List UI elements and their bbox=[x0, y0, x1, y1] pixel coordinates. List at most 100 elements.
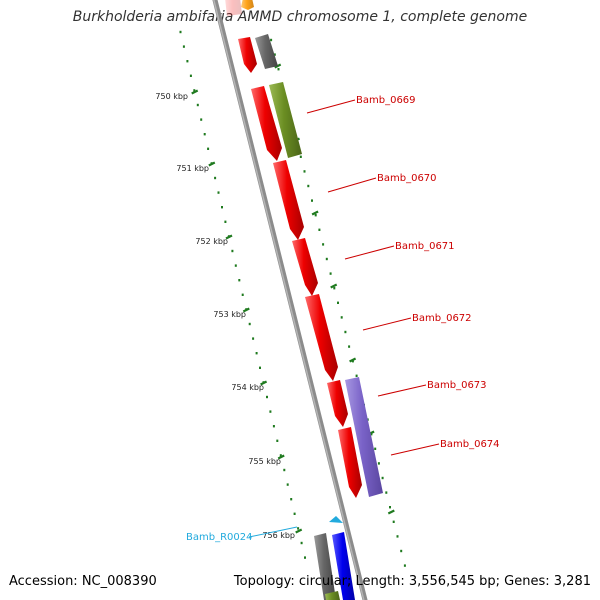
ruler-dot bbox=[259, 366, 261, 369]
ruler-dot bbox=[221, 206, 223, 209]
ruler-dot bbox=[273, 53, 276, 56]
ruler-major-tick bbox=[295, 528, 303, 534]
gene-track-outer bbox=[255, 34, 383, 523]
ruler-dot bbox=[311, 199, 313, 202]
ruler-major-tick bbox=[387, 509, 395, 515]
ruler-major-tick bbox=[260, 380, 268, 386]
ruler-major-tick bbox=[242, 307, 250, 313]
genome-summary-text: Topology: circular; Length: 3,556,545 bp… bbox=[233, 574, 591, 589]
ruler-dot bbox=[329, 272, 332, 275]
gene-label-bamb-r0024[interactable]: Bamb_R0024 bbox=[186, 532, 252, 543]
ruler-dot bbox=[255, 352, 258, 355]
ruler-dot bbox=[286, 483, 289, 486]
gene-arrow bbox=[269, 82, 302, 158]
gene-arrow bbox=[338, 427, 362, 498]
ruler-dot bbox=[293, 512, 296, 515]
gene-orange-top bbox=[241, 0, 254, 10]
tick-label-753: 753 kbp bbox=[213, 310, 246, 319]
gene-label-bamb-0671[interactable]: Bamb_0671 bbox=[395, 241, 455, 252]
ruler-dot bbox=[318, 228, 321, 231]
ruler-dot bbox=[333, 287, 336, 290]
ruler-dot bbox=[396, 535, 399, 538]
ruler-major-tick bbox=[349, 357, 357, 363]
gene-arrow bbox=[332, 532, 355, 600]
ruler-dot bbox=[207, 147, 210, 150]
gene-arrow bbox=[327, 380, 348, 427]
ruler-dot bbox=[385, 491, 388, 494]
ruler-dot bbox=[304, 556, 306, 559]
ruler-dot bbox=[322, 243, 325, 246]
ruler-dot bbox=[297, 527, 300, 530]
ruler-dot bbox=[276, 439, 279, 442]
ruler-dot bbox=[303, 170, 306, 173]
ruler-dot bbox=[272, 425, 275, 428]
ruler-dot bbox=[307, 184, 310, 188]
ruler-dot bbox=[266, 395, 268, 399]
gene-arrow bbox=[292, 238, 318, 296]
gene-label-bamb-0673[interactable]: Bamb_0673 bbox=[427, 380, 487, 391]
ruler-major-tick bbox=[225, 234, 233, 240]
ruler-dot bbox=[314, 214, 317, 217]
gene-arrow bbox=[305, 294, 338, 381]
gene-label-bamb-0669[interactable]: Bamb_0669 bbox=[356, 95, 416, 106]
ruler-dot bbox=[238, 279, 241, 282]
gene-arrow bbox=[345, 377, 383, 497]
ruler-dot bbox=[193, 89, 196, 92]
ruler-dot bbox=[203, 133, 206, 136]
gene-track-inner bbox=[238, 37, 362, 600]
accession-text: Accession: NC_008390 bbox=[9, 574, 157, 589]
gene-callouts: Bamb_0669 Bamb_0670 Bamb_0671 Bamb_0672 … bbox=[186, 95, 500, 543]
ruler-tick-labels: 750 kbp 751 kbp 752 kbp 753 kbp 754 kbp … bbox=[155, 92, 295, 540]
map-title: Burkholderia ambifaria AMMD chromosome 1… bbox=[72, 9, 528, 25]
ruler-dot bbox=[241, 293, 244, 296]
gene-red-top-faded bbox=[225, 0, 242, 16]
ruler-dot bbox=[381, 476, 384, 480]
ruler-dot bbox=[279, 454, 282, 457]
gene-label-bamb-0674[interactable]: Bamb_0674 bbox=[440, 439, 500, 450]
gene-arrow bbox=[273, 160, 304, 240]
ruler-dot bbox=[400, 549, 403, 553]
gene-arrow bbox=[325, 591, 340, 600]
ruler-dot bbox=[392, 520, 395, 523]
gene-arrow bbox=[255, 34, 278, 69]
ruler-major-tick bbox=[277, 454, 285, 460]
ruler-major-tick bbox=[311, 210, 319, 216]
ruler-dot bbox=[179, 30, 182, 34]
ruler-dot bbox=[186, 60, 189, 63]
ruler-dot bbox=[196, 103, 199, 107]
ruler-dot bbox=[351, 360, 354, 363]
ruler-dot bbox=[299, 155, 302, 158]
ruler-dot bbox=[374, 447, 377, 450]
ruler-dot bbox=[355, 374, 358, 377]
ruler-dot bbox=[283, 468, 286, 472]
ruler-dot bbox=[277, 68, 280, 71]
ruler-dot bbox=[224, 220, 227, 223]
ruler-dot bbox=[189, 74, 192, 77]
tick-label-754: 754 kbp bbox=[231, 383, 264, 392]
gene-arrow bbox=[251, 86, 282, 161]
ruler-dot bbox=[234, 264, 237, 267]
ruler-major-tick bbox=[191, 89, 199, 95]
ruler-dot bbox=[300, 541, 303, 545]
ruler-dot bbox=[248, 322, 251, 326]
tick-label-751: 751 kbp bbox=[176, 164, 209, 173]
ruler-major-tick bbox=[330, 283, 338, 289]
gene-label-bamb-0672[interactable]: Bamb_0672 bbox=[412, 313, 472, 324]
ruler-dot bbox=[344, 330, 347, 334]
ruler-dot bbox=[348, 345, 351, 348]
ruler-dot bbox=[269, 410, 272, 413]
gene-label-bamb-0670[interactable]: Bamb_0670 bbox=[377, 173, 437, 184]
ruler-dot bbox=[377, 462, 380, 465]
tick-label-756: 756 kbp bbox=[262, 531, 295, 540]
tick-label-755: 755 kbp bbox=[248, 457, 281, 466]
ruler-dot bbox=[214, 176, 217, 180]
chromosome-backbone bbox=[212, 0, 368, 600]
ruler-dot bbox=[231, 249, 234, 253]
ruler-dot bbox=[403, 564, 406, 567]
ruler-dot bbox=[370, 433, 373, 436]
gene-arrow bbox=[314, 533, 336, 600]
rna-marker bbox=[329, 516, 343, 523]
ruler-inner bbox=[179, 30, 306, 559]
ruler-dot bbox=[337, 301, 339, 304]
